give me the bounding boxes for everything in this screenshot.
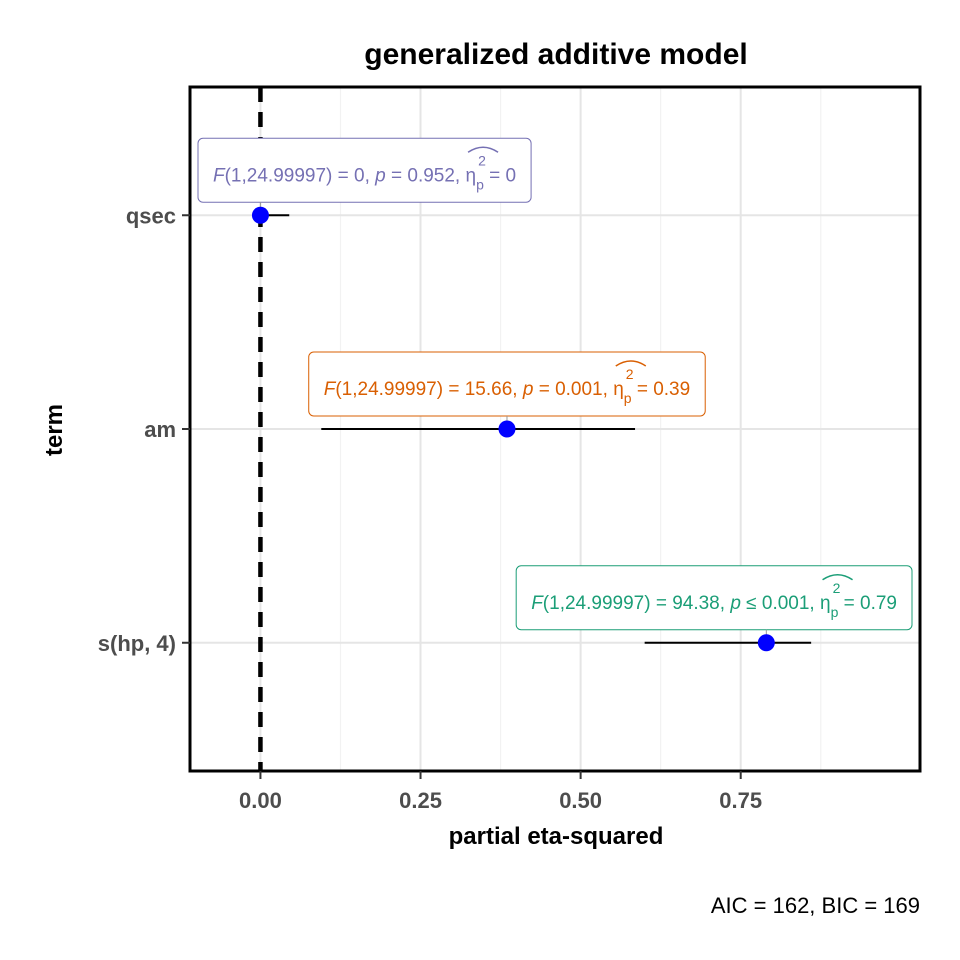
x-tick-label: 0.25 xyxy=(399,788,442,813)
eta-hat xyxy=(615,360,647,367)
x-tick-label: 0.75 xyxy=(719,788,762,813)
eta-superscript: 2 xyxy=(833,580,841,596)
eta-hat xyxy=(467,146,499,153)
caption: AIC = 162, BIC = 169 xyxy=(711,893,920,918)
x-tick-label: 0.00 xyxy=(239,788,282,813)
chart-title: generalized additive model xyxy=(364,38,747,71)
data-point xyxy=(757,634,775,652)
stat-label-text: F(1,24.99997) = 15.66, p = 0.001, ηp = 0… xyxy=(324,379,690,406)
stat-label-text: F(1,24.99997) = 94.38, p ≤ 0.001, ηp = 0… xyxy=(531,593,897,620)
x-axis-title: partial eta-squared xyxy=(449,823,664,850)
y-tick-label: s(hp, 4) xyxy=(98,631,176,656)
eta-superscript: 2 xyxy=(478,152,486,168)
eta-superscript: 2 xyxy=(626,366,634,382)
data-point xyxy=(251,206,269,224)
data-point xyxy=(498,420,516,438)
y-tick-label: am xyxy=(144,417,176,442)
y-tick-label: qsec xyxy=(126,203,176,228)
label-layer: F(1,24.99997) = 0, p = 0.952, ηp = 02F(1… xyxy=(197,137,913,643)
stat-label-text: F(1,24.99997) = 0, p = 0.952, ηp = 0 xyxy=(213,165,516,192)
stat-label-box xyxy=(515,565,913,631)
y-axis-title: term xyxy=(41,404,68,456)
eta-hat xyxy=(822,574,853,581)
x-tick-label: 0.50 xyxy=(559,788,602,813)
stat-label-box xyxy=(197,137,532,203)
